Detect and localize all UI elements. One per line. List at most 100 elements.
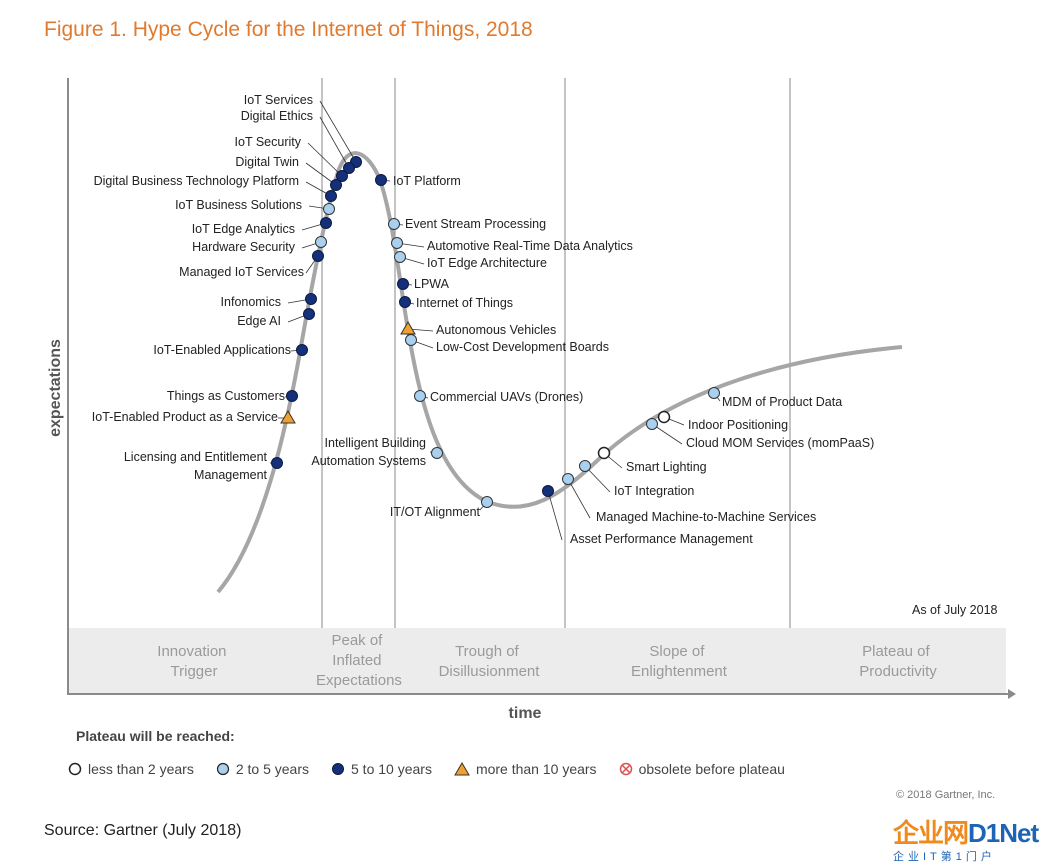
label-low-cost-development-boards: Low-Cost Development Boards [436, 340, 609, 354]
label-mdm-of-product-data: MDM of Product Data [722, 395, 842, 409]
leader-line [567, 478, 591, 519]
legend-label: obsolete before plateau [638, 761, 785, 777]
label-line: Automation Systems [311, 454, 426, 468]
phase-label-plateau: Plateau of Productivity [859, 643, 937, 680]
legend-label: 5 to 10 years [351, 761, 432, 777]
label-indoor-positioning: Indoor Positioning [688, 418, 788, 432]
label-line: Cloud MOM Services (momPaaS) [686, 436, 874, 450]
label-hardware-security: Hardware Security [192, 240, 296, 254]
phase-line: Innovation [157, 643, 226, 660]
marker-iot-edge-analytics [320, 217, 332, 229]
label-digital-ethics: Digital Ethics [241, 109, 313, 123]
technology-labels: IoT Services Digital Ethics IoT Security Di… [92, 93, 874, 546]
label-iot-business-solutions: IoT Business Solutions [175, 198, 302, 212]
d1net-watermark-logo: 企业网D1Net 企业IT第1门户 [893, 813, 1053, 864]
label-digital-business-technology-platform: Digital Business Technology Platform [94, 174, 299, 188]
marker-edge-ai [303, 308, 315, 320]
phase-label-peak: Peak of Inflated Expectations [316, 632, 402, 689]
label-managed-machine-to-machine-services: Managed Machine-to-Machine Services [596, 510, 816, 524]
marker-autonomous-vehicles [400, 321, 416, 335]
label-line: Digital Twin [235, 155, 299, 169]
legend-label: less than 2 years [88, 761, 194, 777]
phase-line: Trough of [455, 643, 519, 660]
phase-label-slope: Slope of Enlightenment [631, 643, 728, 680]
label-line: Intelligent Building [325, 436, 427, 450]
label-iot-services: IoT Services [244, 93, 313, 107]
label-line: IoT Services [244, 93, 313, 107]
marker-iot-enabled-applications [296, 344, 308, 356]
label-cloud-mom-services-mompaas: Cloud MOM Services (momPaaS) [686, 436, 874, 450]
phase-line: Slope of [649, 643, 705, 660]
marker-iot-edge-architecture [394, 251, 406, 263]
technology-markers [271, 156, 720, 508]
label-line: IT/OT Alignment [390, 505, 481, 519]
label-internet-of-things: Internet of Things [416, 296, 513, 310]
marker-automotive-real-time-data-analytics [391, 237, 403, 249]
label-event-stream-processing: Event Stream Processing [405, 217, 546, 231]
label-iot-security: IoT Security [235, 135, 302, 149]
label-line: Low-Cost Development Boards [436, 340, 609, 354]
x-axis-arrow [1008, 689, 1016, 699]
leader-line [319, 116, 350, 169]
marker-cloud-mom-services-mompaas [646, 418, 658, 430]
marker-internet-of-things [399, 296, 411, 308]
label-iot-enabled-product-as-a-service: IoT-Enabled Product as a Service [92, 410, 278, 424]
marker-lpwa [397, 278, 409, 290]
marker-iot-business-solutions [323, 203, 335, 215]
legend-item-5to10: 5 to 10 years [331, 761, 432, 777]
legend-item-2to5: 2 to 5 years [216, 761, 309, 777]
marker-iot-enabled-product-as-a-service [280, 410, 296, 424]
phase-label-innovation-trigger: Innovation Trigger [157, 643, 230, 680]
label-line: IoT Security [235, 135, 302, 149]
leader-line [307, 142, 343, 177]
label-line: Commercial UAVs (Drones) [430, 390, 583, 404]
label-line: Internet of Things [416, 296, 513, 310]
label-line: IoT-Enabled Applications [153, 343, 291, 357]
label-iot-enabled-applications: IoT-Enabled Applications [153, 343, 291, 357]
phase-line: Trigger [171, 663, 218, 680]
legend-title: Plateau will be reached: [76, 728, 235, 744]
label-iot-platform: IoT Platform [393, 174, 461, 188]
dark-blue-circle-icon [332, 763, 344, 775]
label-lpwa: LPWA [414, 277, 450, 291]
leader-line [319, 100, 357, 163]
label-line: IoT Platform [393, 174, 461, 188]
label-edge-ai: Edge AI [237, 314, 281, 328]
label-line: IoT-Enabled Product as a Service [92, 410, 278, 424]
label-licensing-and-entitlement-management: Licensing and Entitlement Management [124, 450, 268, 482]
marker-asset-performance-management [542, 485, 554, 497]
label-asset-performance-management: Asset Performance Management [570, 532, 753, 546]
label-line: Hardware Security [192, 240, 296, 254]
label-line: IoT Edge Architecture [427, 256, 547, 270]
marker-low-cost-development-boards [405, 334, 417, 346]
marker-licensing-and-entitlement-management [271, 457, 283, 469]
label-line: Infonomics [221, 295, 281, 309]
marker-managed-machine-to-machine-services [562, 473, 574, 485]
label-line: Event Stream Processing [405, 217, 546, 231]
marker-infonomics [305, 293, 317, 305]
y-axis-title: expectations [47, 339, 64, 437]
phase-line: Inflated [332, 652, 381, 669]
marker-indoor-positioning [657, 410, 671, 424]
watermark-brand: D1Net [968, 818, 1039, 848]
phase-line: Productivity [859, 663, 937, 680]
label-line: LPWA [414, 277, 450, 291]
legend: less than 2 years 2 to 5 years 5 to 10 y… [68, 761, 807, 777]
marker-things-as-customers [286, 390, 298, 402]
label-line: Digital Ethics [241, 109, 313, 123]
label-line: Autonomous Vehicles [436, 323, 556, 337]
leader-line [584, 465, 611, 493]
marker-iot-security [336, 170, 348, 182]
label-infonomics: Infonomics [221, 295, 281, 309]
phase-band [68, 628, 1006, 693]
leader-line [651, 423, 683, 445]
label-line: Management [194, 468, 267, 482]
marker-digital-business-technology-platform [325, 190, 337, 202]
marker-iot-integration [579, 460, 591, 472]
label-intelligent-building-automation-systems: Intelligent Building Automation Systems [311, 436, 426, 468]
label-line: Automotive Real-Time Data Analytics [427, 239, 633, 253]
orange-triangle-icon [454, 762, 470, 776]
label-line: Things as Customers [167, 389, 285, 403]
watermark-text: 企业网 [893, 818, 969, 848]
